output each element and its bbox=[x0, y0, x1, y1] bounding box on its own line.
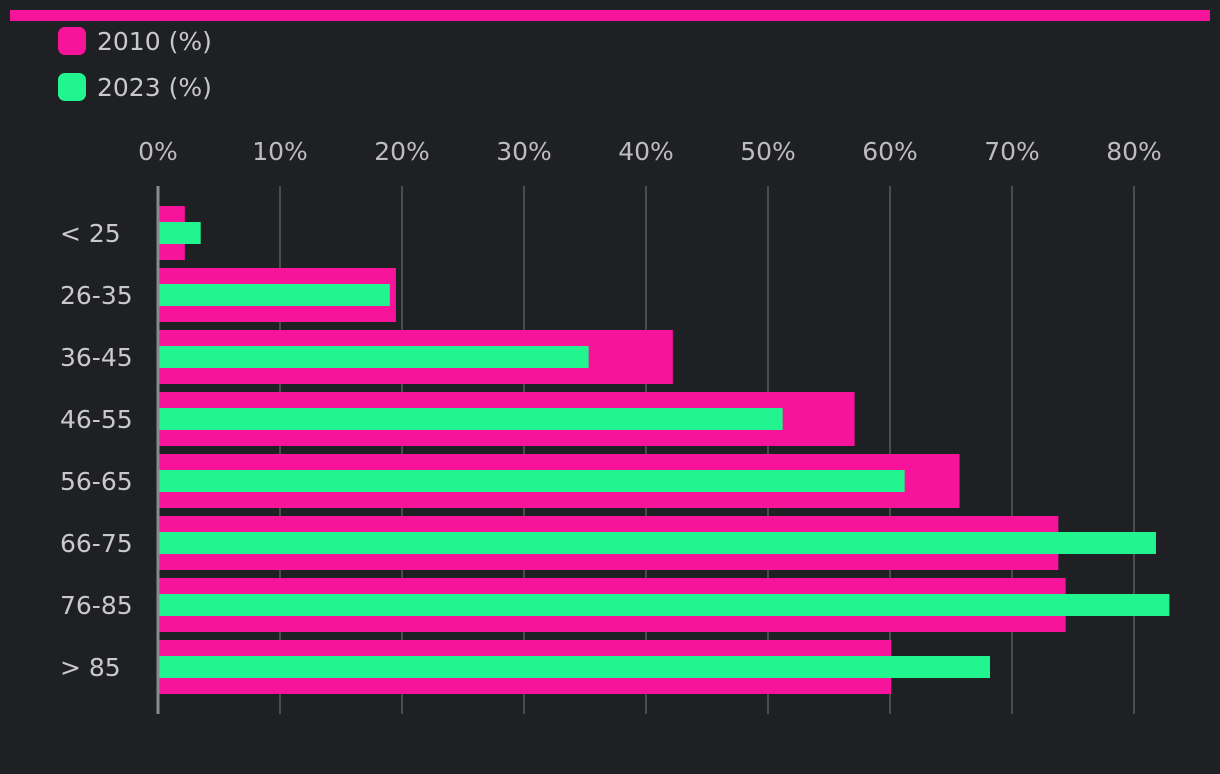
x-tick-label-50: 50% bbox=[740, 137, 796, 166]
category-label-3: 46-55 bbox=[60, 405, 133, 434]
x-tick-label-80: 80% bbox=[1106, 137, 1162, 166]
category-label-2: 36-45 bbox=[60, 343, 133, 372]
x-tick-label-30: 30% bbox=[496, 137, 552, 166]
category-label-5: 66-75 bbox=[60, 529, 133, 558]
legend-swatch-2010 bbox=[58, 27, 86, 55]
category-label-6: 76-85 bbox=[60, 591, 133, 620]
legend-label-2010: 2010 (%) bbox=[97, 26, 212, 56]
legend-swatch-2023 bbox=[58, 73, 86, 101]
category-label-4: 56-65 bbox=[60, 467, 133, 496]
legend-label-2023: 2023 (%) bbox=[97, 72, 212, 102]
x-tick-label-60: 60% bbox=[862, 137, 918, 166]
x-tick-label-40: 40% bbox=[618, 137, 674, 166]
bar-2023-2 bbox=[158, 346, 589, 368]
category-label-0: < 25 bbox=[60, 219, 121, 248]
bar-2023-3 bbox=[158, 408, 783, 430]
category-label-7: > 85 bbox=[60, 653, 121, 682]
bar-2023-0 bbox=[158, 222, 201, 244]
bar-2023-7 bbox=[158, 656, 991, 678]
bar-2023-6 bbox=[158, 594, 1170, 616]
bar-2023-4 bbox=[158, 470, 905, 492]
accent-bar bbox=[10, 10, 1210, 21]
category-label-1: 26-35 bbox=[60, 281, 133, 310]
x-tick-label-70: 70% bbox=[984, 137, 1040, 166]
x-tick-label-0: 0% bbox=[138, 137, 178, 166]
bar-2023-1 bbox=[158, 284, 390, 306]
legend-item-2010[interactable]: 2010 (%) bbox=[58, 26, 212, 56]
bar-2023-5 bbox=[158, 532, 1156, 554]
x-tick-label-20: 20% bbox=[374, 137, 430, 166]
x-tick-label-10: 10% bbox=[252, 137, 308, 166]
legend-item-2023[interactable]: 2023 (%) bbox=[58, 72, 212, 102]
